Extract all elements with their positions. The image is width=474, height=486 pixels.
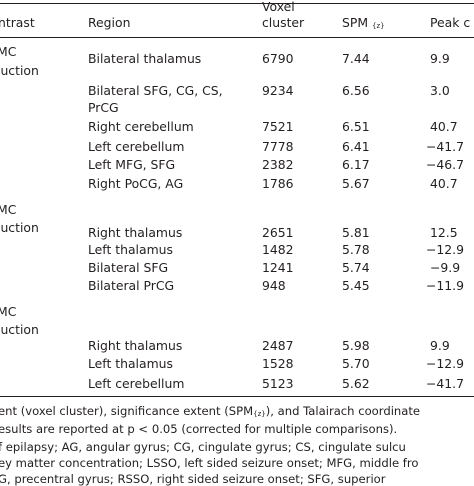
g1-r6-voxel: 1786 xyxy=(262,176,294,191)
footnote-line-2: esults are reported at p < 0.05 (correct… xyxy=(0,422,398,436)
group-2-label-line2: luction xyxy=(0,220,39,235)
g1-r1-spm: 7.44 xyxy=(342,51,370,66)
g2-r3-region: Bilateral SFG xyxy=(88,260,169,275)
g3-r2-region: Left thalamus xyxy=(88,356,173,371)
g1-r1-region: Bilateral thalamus xyxy=(88,51,202,66)
g2-r1-spm: 5.81 xyxy=(342,225,370,240)
g2-r4-peak: −11.9 xyxy=(426,278,464,293)
header-peak: Peak c xyxy=(430,15,471,30)
group-1-label-line2: luction xyxy=(0,63,39,78)
footnote-line-5: G, precentral gyrus; RSSO, right sided s… xyxy=(0,472,386,486)
g3-r2-peak: −12.9 xyxy=(426,356,464,371)
table-top-rule xyxy=(0,3,474,4)
g1-r2-peak: 3.0 xyxy=(430,83,450,98)
g3-r3-region: Left cerebellum xyxy=(88,376,185,391)
g1-r1-voxel: 6790 xyxy=(262,51,294,66)
g1-r5-region: Left MFG, SFG xyxy=(88,157,176,172)
g2-r2-peak: −12.9 xyxy=(426,242,464,257)
g2-r3-peak: −9.9 xyxy=(430,260,461,275)
g1-r2-region-line2: PrCG xyxy=(88,100,119,115)
g1-r6-region: Right PoCG, AG xyxy=(88,176,184,191)
g1-r2-voxel: 9234 xyxy=(262,83,294,98)
g3-r1-region: Right thalamus xyxy=(88,338,183,353)
g1-r5-peak: −46.7 xyxy=(426,157,464,172)
table-bottom-rule xyxy=(0,396,474,397)
g1-r4-peak: −41.7 xyxy=(426,139,464,154)
g2-r2-voxel: 1482 xyxy=(262,242,294,257)
g1-r5-spm: 6.17 xyxy=(342,157,370,172)
g1-r2-spm: 6.56 xyxy=(342,83,370,98)
g3-r3-voxel: 5123 xyxy=(262,376,294,391)
g2-r2-spm: 5.78 xyxy=(342,242,370,257)
g2-r1-voxel: 2651 xyxy=(262,225,294,240)
footnote-line-1-subscript: {z} xyxy=(253,410,266,418)
g1-r4-region: Left cerebellum xyxy=(88,139,185,154)
header-region: Region xyxy=(88,15,131,30)
g2-r3-voxel: 1241 xyxy=(262,260,294,275)
g3-r3-peak: −41.7 xyxy=(426,376,464,391)
header-spm-subscript: {z} xyxy=(371,22,385,30)
header-voxel-line2: cluster xyxy=(262,15,305,30)
header-bottom-rule xyxy=(0,37,474,38)
g1-r6-spm: 5.67 xyxy=(342,176,370,191)
g3-r1-peak: 9.9 xyxy=(430,338,450,353)
footnote-line-1: ent (voxel cluster), significance extent… xyxy=(0,404,420,421)
header-contrast: ntrast xyxy=(0,15,35,30)
g2-r1-peak: 12.5 xyxy=(430,225,458,240)
g2-r4-region: Bilateral PrCG xyxy=(88,278,175,293)
footnote-line-4: ey matter concentration; LSSO, left side… xyxy=(0,456,419,470)
g3-r2-spm: 5.70 xyxy=(342,356,370,371)
g1-r3-region: Right cerebellum xyxy=(88,119,194,134)
group-3-label-line2: luction xyxy=(0,322,39,337)
header-voxel-line1: Voxel xyxy=(262,0,295,14)
g1-r2-region-line1: Bilateral SFG, CG, CS, xyxy=(88,83,223,98)
header-spm: SPM {z} xyxy=(342,16,385,33)
footnote-line-3: f epilapsy; AG, angular gyrus; CG, cingu… xyxy=(0,440,406,454)
g2-r3-spm: 5.74 xyxy=(342,260,370,275)
g1-r3-peak: 40.7 xyxy=(430,119,458,134)
g1-r4-voxel: 7778 xyxy=(262,139,294,154)
header-spm-label: SPM xyxy=(342,15,369,30)
group-1-label-line1: MC xyxy=(0,44,17,59)
g1-r3-voxel: 7521 xyxy=(262,119,294,134)
g3-r2-voxel: 1528 xyxy=(262,356,294,371)
g2-r2-region: Left thalamus xyxy=(88,242,173,257)
g1-r6-peak: 40.7 xyxy=(430,176,458,191)
g2-r4-spm: 5.45 xyxy=(342,278,370,293)
g2-r4-voxel: 948 xyxy=(262,278,286,293)
g1-r5-voxel: 2382 xyxy=(262,157,294,172)
footnote-line-1-a: ent (voxel cluster), significance extent… xyxy=(0,404,254,418)
g3-r1-spm: 5.98 xyxy=(342,338,370,353)
g3-r1-voxel: 2487 xyxy=(262,338,294,353)
group-2-label-line1: MC xyxy=(0,202,17,217)
g1-r4-spm: 6.41 xyxy=(342,139,370,154)
g1-r1-peak: 9.9 xyxy=(430,51,450,66)
g2-r1-region: Right thalamus xyxy=(88,225,183,240)
g3-r3-spm: 5.62 xyxy=(342,376,370,391)
group-3-label-line1: MC xyxy=(0,304,17,319)
g1-r3-spm: 6.51 xyxy=(342,119,370,134)
footnote-line-1-b: ), and Talairach coordinate xyxy=(265,404,421,418)
